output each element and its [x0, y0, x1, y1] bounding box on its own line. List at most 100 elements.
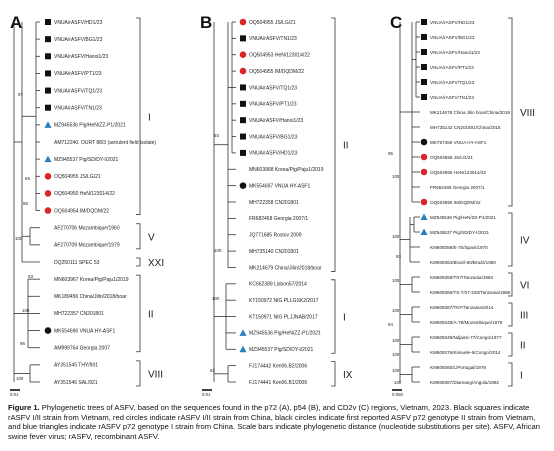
- leaf-label: MZ945536 Pig/HeN/ZZ-P1/2021: [430, 215, 496, 220]
- leaf-label: KM609367/TKF/Tanzania/2014: [430, 305, 494, 310]
- black-square-marker: [421, 64, 427, 70]
- leaf-label: OQ504955 JS/LG/21: [54, 174, 101, 180]
- leaf-label: MZ945537 Pig/SD/DY-I/2021: [54, 157, 119, 163]
- blue-triangle-marker: [44, 155, 52, 163]
- red-circle-marker: [420, 198, 428, 206]
- leaf-label: KM609364/Brazil-80/Brazil/1980: [430, 260, 496, 265]
- leaf-label: KT150971 NIG PLJJNAB/2017: [249, 314, 318, 320]
- genotype-label: XXI: [148, 258, 164, 269]
- black-square-marker: [421, 79, 427, 85]
- bracket-line: [508, 332, 513, 357]
- bootstrap-value: 100: [392, 368, 400, 373]
- genotype-label: VIII: [148, 369, 163, 380]
- leaf-label: MK554697 VNUA HY-ASF1: [249, 183, 310, 189]
- leaf-label: VNUA/rASFV/PT1/23: [54, 71, 102, 77]
- leaf-label: KM609348/A-78/Mozambique/1978: [430, 320, 503, 325]
- genotype-label: IV: [520, 236, 530, 247]
- leaf-label: MH735142 CN201801/China/2018: [430, 125, 501, 130]
- tree-panel-b: B OQ504955 JS/LG/21 VNUA/rASFV/TN1/23 OQ504…: [200, 13, 353, 397]
- red-circle-marker: [239, 18, 247, 26]
- leaf-label: OQ504956 IM/DQDM/22: [430, 200, 481, 205]
- phylogenetic-figure: A VNUA/rASFV/HD1/23 VNUA/rASFV/BG1/23 VNUA/…: [10, 13, 535, 397]
- scale-bar: 0.01: [10, 389, 20, 397]
- leaf-label: VNUA/rASFV/HD1/23: [249, 151, 298, 157]
- leaf-label: MN603967 Korea/Pig/Paju1/2019: [54, 277, 129, 283]
- scale-bar-label: 0.01: [202, 392, 211, 397]
- leaf-label: KM609360/L/Portugal/1978: [430, 365, 486, 370]
- black-square-marker: [421, 19, 427, 25]
- red-circle-marker: [44, 190, 52, 197]
- leaf-label: KM609367/Diamang/Angola/1982: [430, 380, 499, 385]
- genotype-bracket: VIII: [136, 360, 163, 387]
- leaf-label: AY351545 THY/901: [54, 363, 98, 369]
- black-square-marker: [45, 70, 51, 77]
- leaf-label: VNUA/rASFV/HD1/23: [54, 20, 103, 26]
- leaf-label: FR682469 Georgia 2007/1: [430, 185, 485, 190]
- bootstrap-value: 100: [392, 278, 400, 283]
- leaf-label: FJ174441 Ken06.B1/2006: [249, 380, 307, 386]
- bootstrap-value: 100: [392, 338, 400, 343]
- bracket-line: [331, 361, 336, 387]
- genotype-label: I: [520, 371, 523, 382]
- bootstrap-value: 100: [392, 234, 400, 239]
- leaf-label: MZ945536 Pig/HeN/ZZ-P1/2021: [54, 123, 126, 129]
- blue-triangle-marker: [420, 213, 428, 220]
- leaf-label: MK554696 VNUA HY-ASF1: [54, 328, 115, 334]
- bootstrap-value: 100: [212, 296, 220, 301]
- bootstrap-value: 100: [392, 174, 400, 179]
- black-square-marker: [45, 104, 51, 111]
- bracket-line: [508, 212, 513, 267]
- leaf-label: KM609358/TS7/Tanzania/1984: [430, 275, 494, 280]
- scale-bar: 0.01: [202, 389, 212, 397]
- red-circle-marker: [44, 172, 52, 180]
- genotype-bracket: XXI: [136, 257, 164, 269]
- genotype-bracket: II: [508, 332, 526, 357]
- leaf-label: VNUA/rASFV/TN1/23: [249, 36, 297, 42]
- bootstrap-value: 100: [214, 248, 222, 253]
- bootstrap-value: 95: [388, 151, 393, 156]
- bracket-line: [508, 17, 513, 207]
- genotype-bracket: I: [508, 362, 523, 387]
- leaf-label: MZ945537 Pig/SD/DY-I/2021: [249, 347, 314, 353]
- scale-bar-label: 0.050: [392, 392, 404, 397]
- black-square-marker: [240, 84, 246, 91]
- bracket-line: [331, 279, 336, 354]
- figure-caption: Figure 1. Phylogenetic trees of ASFV, ba…: [8, 403, 548, 441]
- leaf-label: VNUA/rASFV/TQ1/23: [54, 88, 102, 94]
- leaf-label: VNUA/rASFV/BG1/23: [430, 35, 475, 40]
- black-square-marker: [240, 100, 246, 107]
- black-square-marker: [240, 133, 246, 140]
- genotype-bracket: II: [331, 17, 349, 272]
- blue-triangle-marker: [239, 329, 247, 336]
- black-square-marker: [45, 53, 51, 60]
- leaf-label: MK214679 China/Jilin/2018/boar: [249, 265, 322, 271]
- genotype-bracket: IV: [508, 212, 530, 267]
- bootstrap-value: 95: [23, 201, 28, 206]
- blue-triangle-marker: [239, 345, 247, 353]
- genotype-label: I: [148, 112, 151, 123]
- leaf-label: VNUA/rASFV/BG1/23: [54, 37, 103, 43]
- leaf-label: VNUA/rASFV/BG1/23: [249, 134, 298, 140]
- caption-text: Phylogenetic trees of ASFV, based on the…: [8, 403, 541, 441]
- genotype-label: VIII: [520, 108, 535, 119]
- genotype-label: III: [520, 311, 528, 322]
- genotype-bracket: VI: [508, 272, 529, 297]
- leaf-label: MH735140 CN201801: [249, 249, 299, 255]
- genotype-label: II: [148, 309, 154, 320]
- leaf-label: KT150972 NIG PLLGSK2/2017: [249, 298, 319, 304]
- genotype-bracket: II: [136, 274, 154, 353]
- bracket-line: [136, 360, 141, 387]
- black-circle-marker: [239, 182, 247, 189]
- leaf-label: OQ504953 HeN/123014/22: [249, 53, 310, 59]
- leaf-label: MH722358 CN201801: [249, 200, 299, 206]
- leaf-label: KC662389 Lisbon57/2014: [249, 282, 307, 288]
- leaf-label: AM712240. OURT 88/3 (avirulent field iso…: [54, 140, 156, 146]
- panel-letter: B: [200, 13, 212, 32]
- leaf-label: MH722357 CN201801: [54, 311, 104, 317]
- bootstrap-value: 93: [396, 254, 401, 259]
- bootstrap-value: 96: [20, 341, 25, 346]
- bootstrap-value: 100: [16, 376, 24, 381]
- leaf-label: MZ945537 Pig/SD/DY-I/2021: [430, 230, 490, 235]
- leaf-label: AY351546 SAL/921: [54, 380, 98, 386]
- leaf-label: VNUA/rASFV/TQ1/23: [249, 85, 297, 91]
